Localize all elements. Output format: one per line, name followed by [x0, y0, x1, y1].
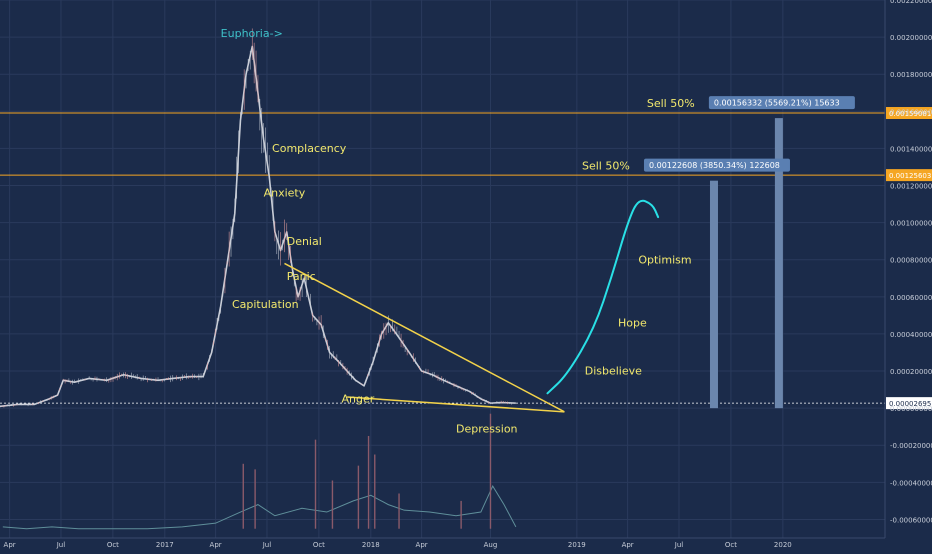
x-tick-label: Jul: [56, 541, 66, 549]
level-tag-label: 0.00159081: [889, 110, 931, 118]
y-tick-label: 0.00080000: [890, 257, 932, 265]
sell-value-label: 0.00122608 (3850.34%) 122608: [649, 161, 780, 170]
phase-annotation: Disbelieve: [585, 365, 642, 378]
x-tick-label: Oct: [107, 541, 119, 549]
x-tick-label: Jul: [674, 541, 684, 549]
level-tag: [886, 107, 932, 120]
current-price-tag: [886, 397, 932, 410]
phase-annotation: Denial: [287, 235, 322, 248]
x-tick-label: Oct: [725, 541, 737, 549]
y-tick-label: 0.00100000: [890, 220, 932, 228]
y-tick-label: 0.00140000: [890, 145, 932, 153]
phase-annotation: Complacency: [272, 142, 347, 155]
x-tick-label: Apr: [210, 541, 222, 549]
x-tick-label: 2018: [362, 541, 380, 549]
x-tick-label: 2020: [774, 541, 792, 549]
sell-bar: [774, 118, 783, 409]
y-tick-label: 0.00180000: [890, 71, 932, 79]
level-tag-label: 0.00125603: [889, 172, 931, 180]
x-tick-label: Apr: [416, 541, 428, 549]
y-tick-label: 0.00160000: [890, 108, 932, 116]
phase-annotation: Hope: [618, 317, 647, 330]
wedge-upper-line: [284, 262, 565, 413]
level-tag: [886, 169, 932, 182]
y-tick-label: 0.00220000: [890, 0, 932, 5]
phase-annotation: Panic: [287, 270, 316, 283]
sell-value-box: [708, 96, 855, 110]
x-tick-label: Jul: [262, 541, 272, 549]
phase-annotation: Optimism: [638, 253, 691, 266]
y-tick-label: -0.00040000: [890, 479, 932, 487]
phase-annotation: Capitulation: [232, 298, 299, 311]
x-tick-label: 2017: [156, 541, 174, 549]
sell-bar: [709, 180, 718, 409]
y-tick-label: 0.00040000: [890, 331, 932, 339]
x-tick-label: Apr: [4, 541, 16, 549]
y-tick-label: -0.00060000: [890, 516, 932, 524]
x-tick-label: Oct: [313, 541, 325, 549]
sell-value-label: 0.00156332 (5569.21%) 15633: [714, 99, 840, 108]
volume-line: [2, 484, 517, 530]
phase-annotation: Euphoria->: [221, 27, 283, 40]
sell-note: Sell 50%: [647, 97, 695, 110]
projection-curve: [546, 199, 660, 395]
phase-annotation: Anger: [341, 393, 374, 406]
sell-note: Sell 50%: [582, 160, 630, 173]
y-tick-label: 0.00200000: [890, 34, 932, 42]
x-tick-label: 2019: [568, 541, 586, 549]
current-price-label: 0.00002695: [889, 400, 931, 408]
phase-annotation: Anxiety: [264, 187, 306, 200]
y-tick-label: -0.00020000: [890, 442, 932, 450]
phase-annotation: Depression: [456, 422, 518, 435]
wedge-lower-line: [347, 396, 565, 413]
y-tick-label: 0.00120000: [890, 183, 932, 191]
y-tick-label: 0.00020000: [890, 368, 932, 376]
sell-value-box: [643, 158, 790, 172]
y-tick-label: 0.00060000: [890, 294, 932, 302]
x-tick-label: Apr: [622, 541, 634, 549]
x-tick-label: Aug: [484, 541, 498, 549]
y-tick-label: 0.00000000: [890, 405, 932, 413]
